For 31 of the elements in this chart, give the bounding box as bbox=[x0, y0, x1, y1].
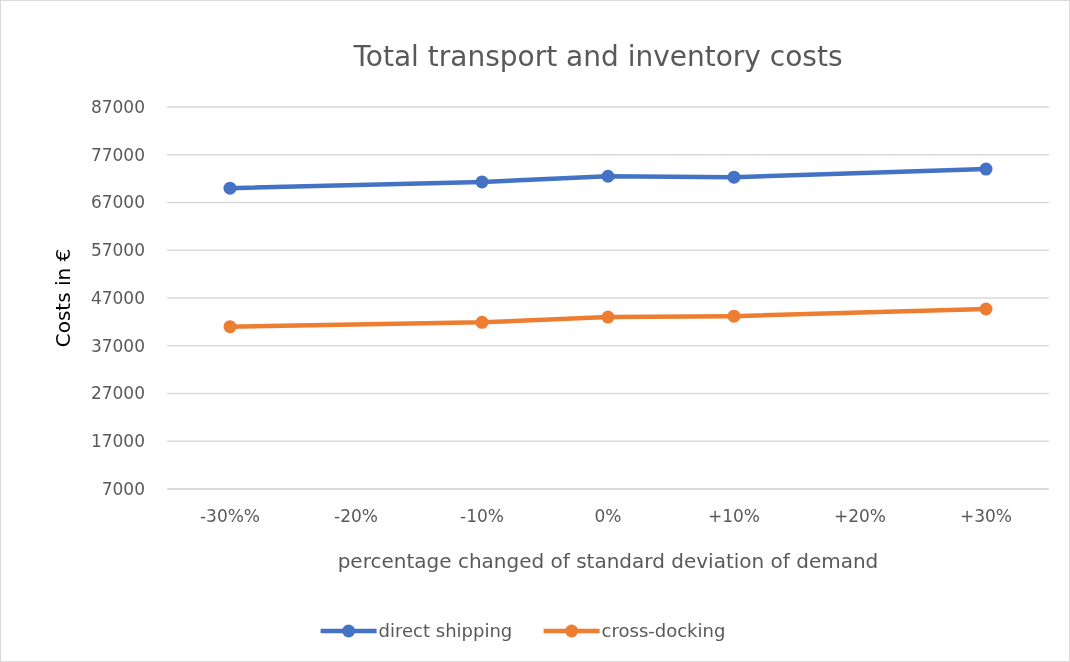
point bbox=[223, 320, 237, 334]
x-tick-label: -10% bbox=[460, 506, 504, 526]
x-tick-label: -30%% bbox=[199, 506, 261, 526]
x-axis-title: percentage changed of standard deviation of demand bbox=[337, 549, 879, 573]
x-tick-label: +20% bbox=[833, 506, 887, 526]
legend-label: cross-docking bbox=[601, 620, 726, 642]
point bbox=[601, 169, 615, 183]
x-tick-label: +30% bbox=[959, 506, 1013, 526]
y-tick-label: 17000 bbox=[90, 431, 145, 452]
y-tick-label: 57000 bbox=[90, 240, 145, 261]
x-tick-label: +10% bbox=[707, 506, 761, 526]
point bbox=[979, 162, 993, 176]
point bbox=[727, 309, 741, 323]
point bbox=[727, 170, 741, 184]
chart-title: Total transport and inventory costs bbox=[352, 40, 843, 73]
point bbox=[601, 310, 615, 324]
y-tick-label: 7000 bbox=[101, 478, 145, 499]
point bbox=[979, 302, 993, 316]
point bbox=[475, 175, 489, 189]
y-tick-label: 37000 bbox=[90, 335, 145, 356]
y-tick-label: 77000 bbox=[90, 144, 145, 165]
y-tick-label: 27000 bbox=[90, 383, 145, 404]
x-tick-label: -20% bbox=[334, 506, 378, 526]
x-tick-label: 0% bbox=[594, 506, 622, 526]
point bbox=[223, 181, 237, 195]
point bbox=[475, 315, 489, 329]
legend-label: direct shipping bbox=[378, 620, 513, 642]
y-axis-title: Costs in € bbox=[51, 248, 75, 348]
y-tick-label: 47000 bbox=[90, 287, 145, 308]
y-tick-label: 67000 bbox=[90, 192, 145, 213]
y-tick-label: 87000 bbox=[90, 96, 145, 117]
